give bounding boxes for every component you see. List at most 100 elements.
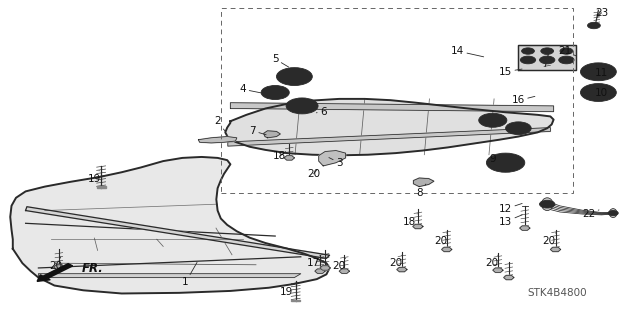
Circle shape [488, 118, 498, 123]
Bar [221, 8, 573, 193]
Text: 2: 2 [214, 116, 225, 132]
Polygon shape [284, 156, 294, 160]
Text: 11: 11 [588, 68, 608, 78]
Polygon shape [228, 128, 550, 146]
Polygon shape [26, 207, 330, 258]
Text: 20: 20 [333, 258, 346, 271]
Circle shape [590, 24, 598, 27]
Circle shape [564, 59, 569, 61]
Text: 20: 20 [49, 257, 62, 271]
Circle shape [520, 56, 536, 64]
Polygon shape [230, 103, 554, 112]
Circle shape [545, 59, 550, 61]
Text: 3: 3 [329, 158, 342, 168]
Circle shape [591, 89, 606, 96]
Circle shape [270, 90, 280, 95]
Circle shape [296, 103, 308, 109]
Circle shape [608, 211, 618, 216]
Text: 4: 4 [240, 84, 273, 95]
Text: 19: 19 [88, 171, 100, 184]
Polygon shape [38, 274, 301, 278]
Circle shape [292, 101, 312, 111]
Text: 20: 20 [434, 233, 447, 246]
Circle shape [288, 73, 301, 80]
Text: 7: 7 [250, 126, 266, 136]
Circle shape [261, 85, 289, 100]
Circle shape [499, 159, 513, 166]
Circle shape [526, 50, 530, 52]
Text: STK4B4800: STK4B4800 [527, 288, 587, 299]
Polygon shape [97, 186, 106, 188]
Text: 13: 13 [499, 215, 522, 227]
Circle shape [540, 56, 555, 64]
Circle shape [561, 57, 572, 63]
Circle shape [514, 126, 523, 130]
Polygon shape [504, 275, 514, 280]
Polygon shape [291, 300, 300, 301]
Text: 20: 20 [485, 255, 498, 268]
Polygon shape [319, 151, 346, 166]
Circle shape [276, 68, 312, 85]
Circle shape [486, 153, 525, 172]
Text: 20: 20 [307, 169, 320, 179]
Circle shape [283, 71, 306, 82]
Polygon shape [10, 157, 330, 293]
Text: 10: 10 [591, 87, 608, 98]
Circle shape [493, 156, 518, 169]
Ellipse shape [541, 198, 553, 211]
Circle shape [543, 49, 551, 53]
Text: 20: 20 [389, 255, 402, 268]
Polygon shape [264, 131, 280, 138]
Text: 1: 1 [182, 263, 197, 287]
Circle shape [523, 57, 533, 63]
Text: FR.: FR. [82, 262, 104, 275]
Polygon shape [315, 269, 325, 273]
Polygon shape [397, 267, 407, 272]
Text: 12: 12 [499, 204, 522, 214]
Circle shape [610, 211, 616, 215]
Circle shape [525, 59, 531, 61]
Circle shape [479, 113, 507, 127]
Text: 23: 23 [595, 8, 608, 18]
Circle shape [266, 88, 284, 97]
Circle shape [612, 212, 614, 214]
FancyArrow shape [37, 263, 73, 281]
Circle shape [564, 50, 568, 52]
Polygon shape [413, 224, 423, 229]
Circle shape [580, 84, 616, 101]
Text: 17: 17 [307, 255, 320, 268]
Polygon shape [225, 99, 554, 155]
Polygon shape [320, 266, 330, 270]
Text: 19: 19 [280, 284, 294, 297]
Polygon shape [413, 178, 434, 187]
Circle shape [586, 65, 611, 78]
Text: 5: 5 [272, 54, 289, 67]
Text: 14: 14 [451, 46, 484, 57]
Text: 22: 22 [582, 209, 599, 219]
Circle shape [510, 124, 527, 132]
Circle shape [543, 202, 552, 206]
Circle shape [560, 48, 573, 54]
Circle shape [542, 57, 552, 63]
Circle shape [541, 48, 554, 54]
Circle shape [524, 49, 532, 53]
Circle shape [591, 68, 606, 76]
Polygon shape [442, 247, 452, 252]
Circle shape [592, 25, 596, 26]
Circle shape [286, 98, 318, 114]
Text: 20: 20 [543, 233, 556, 246]
Text: 15: 15 [499, 67, 522, 77]
Circle shape [545, 50, 549, 52]
Text: 21: 21 [558, 46, 576, 56]
Polygon shape [198, 137, 237, 143]
Circle shape [540, 200, 555, 208]
Circle shape [588, 22, 600, 29]
Circle shape [506, 122, 531, 135]
Text: 9: 9 [490, 154, 503, 165]
Circle shape [522, 48, 534, 54]
Polygon shape [520, 226, 530, 230]
Circle shape [545, 203, 549, 205]
Circle shape [559, 56, 574, 64]
Polygon shape [339, 269, 349, 273]
Circle shape [580, 63, 616, 81]
